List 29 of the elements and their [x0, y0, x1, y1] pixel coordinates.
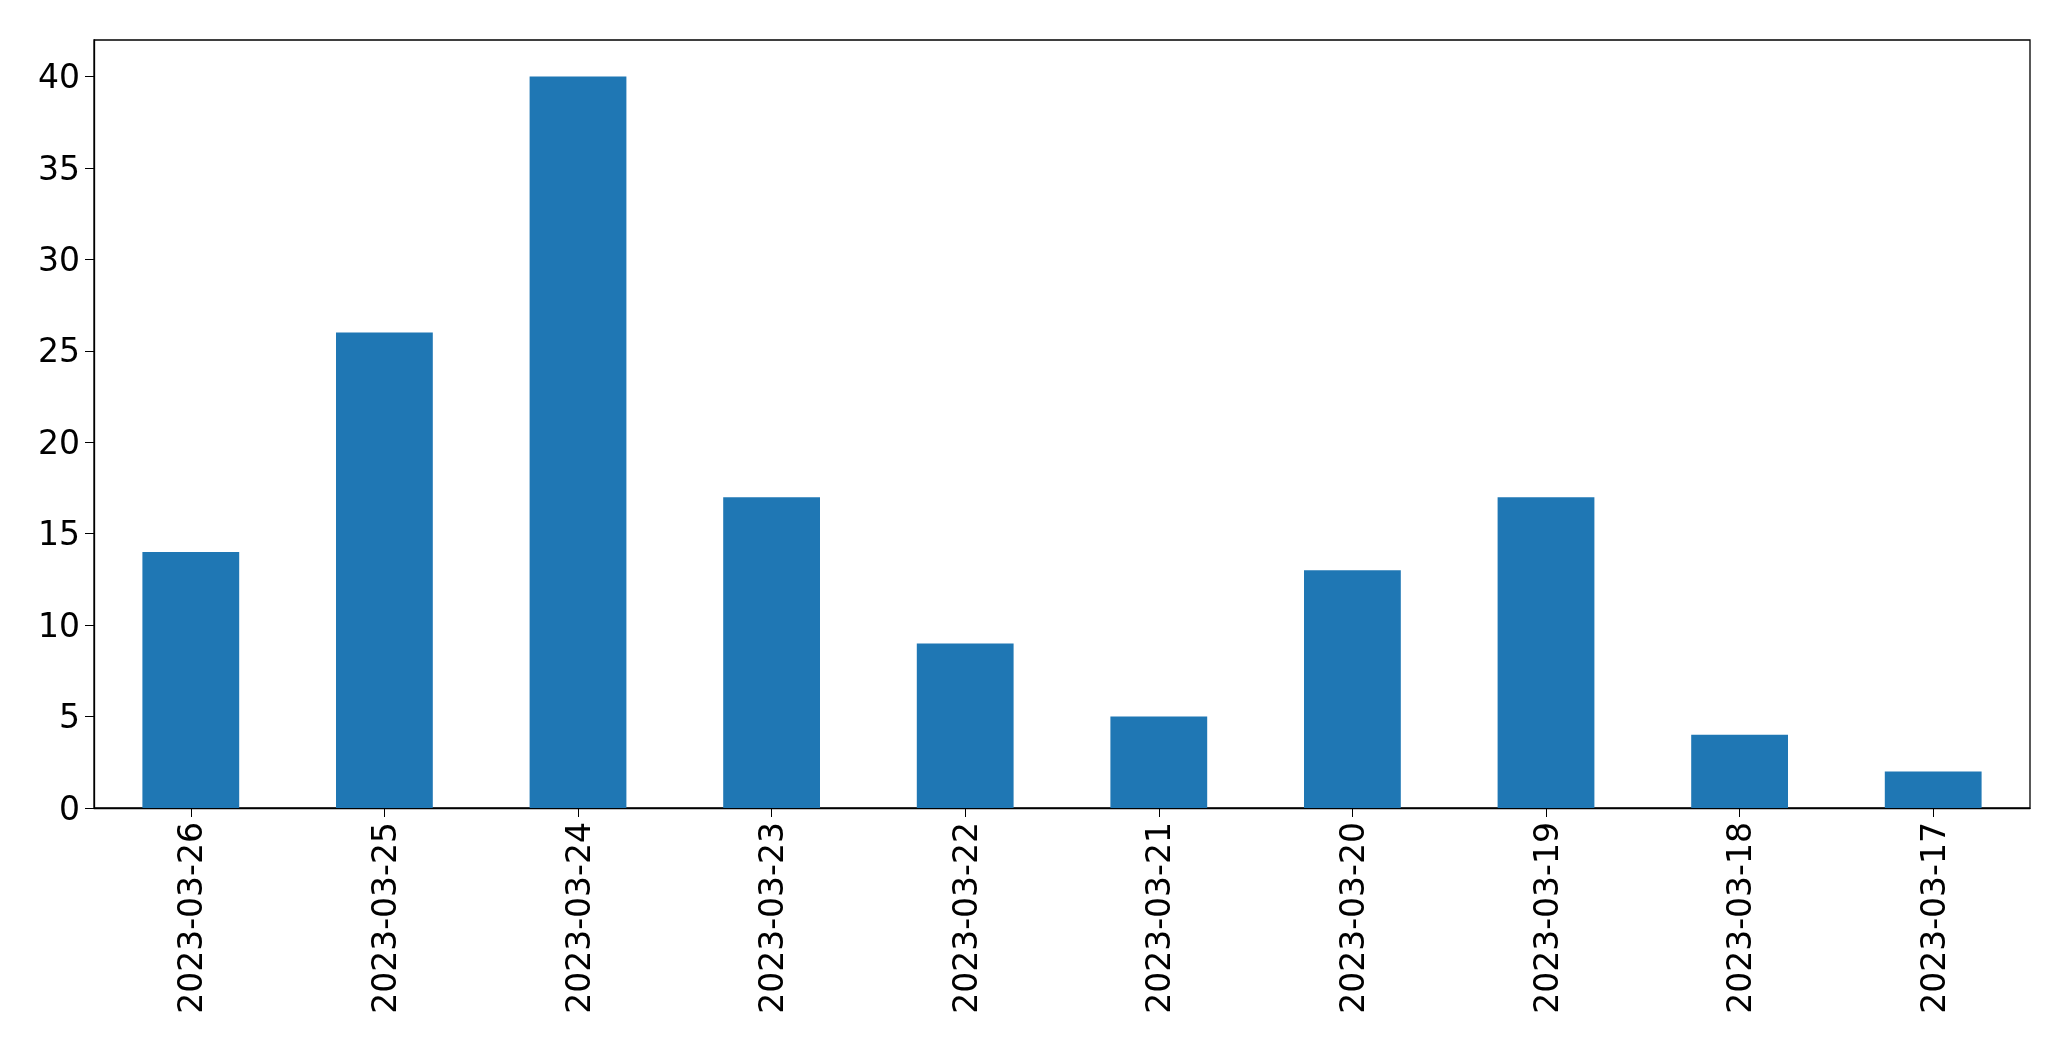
y-tick-label: 0 [59, 788, 80, 828]
bar [336, 332, 433, 808]
y-tick-label: 20 [38, 422, 80, 462]
bar [1691, 734, 1788, 808]
x-tick-label: 2023-03-26 [171, 822, 211, 1014]
x-tick-label: 2023-03-23 [752, 822, 792, 1014]
y-tick-label: 25 [38, 331, 80, 371]
x-tick-label: 2023-03-20 [1332, 822, 1372, 1014]
y-tick-label: 10 [38, 605, 80, 645]
y-tick-label: 30 [38, 239, 80, 279]
bar [1884, 771, 1982, 808]
y-tick-label: 5 [59, 697, 80, 737]
y-tick-label: 35 [38, 148, 80, 188]
bar [1304, 570, 1401, 808]
bar [1110, 716, 1208, 808]
y-tick-label: 40 [38, 57, 80, 97]
x-tick-label: 2023-03-21 [1139, 822, 1179, 1014]
bar [723, 497, 820, 808]
bar [529, 76, 627, 808]
x-tick-label: 2023-03-19 [1526, 822, 1566, 1014]
bar [916, 643, 1014, 808]
x-tick-label: 2023-03-18 [1720, 822, 1760, 1014]
bar [142, 552, 240, 808]
x-tick-label: 2023-03-24 [558, 822, 598, 1014]
x-tick-label: 2023-03-22 [945, 822, 985, 1014]
y-tick-label: 15 [38, 514, 80, 554]
x-tick-label: 2023-03-25 [364, 822, 404, 1014]
x-tick-label: 2023-03-17 [1913, 822, 1953, 1014]
bar [1497, 497, 1595, 808]
